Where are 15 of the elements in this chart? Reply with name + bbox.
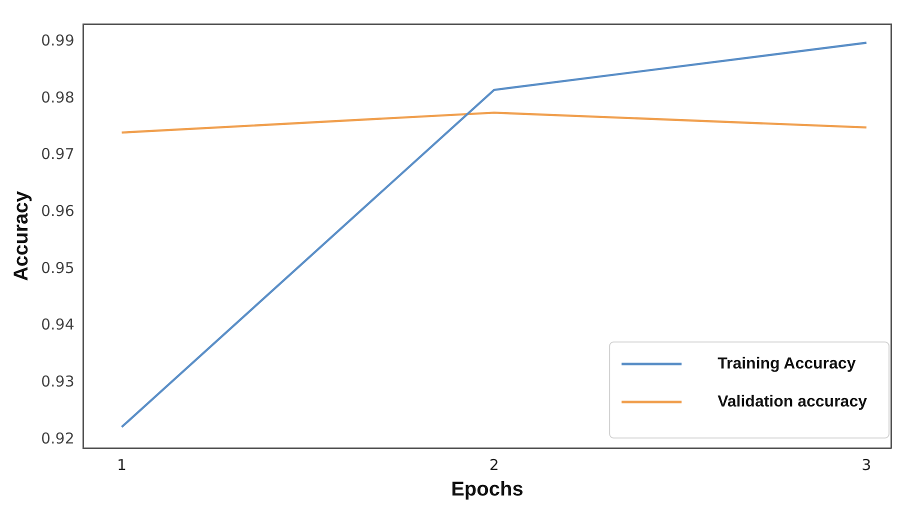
y-tick-label: 0.93 xyxy=(40,372,74,391)
y-tick-label: 0.96 xyxy=(40,202,74,220)
y-tick-label: 0.98 xyxy=(40,88,74,106)
legend-label: Training Accuracy xyxy=(718,355,856,372)
y-tick-label: 0.99 xyxy=(40,32,74,50)
x-tick-label: 3 xyxy=(862,456,872,474)
y-tick-label: 0.92 xyxy=(40,429,74,448)
y-axis-title: Accuracy xyxy=(10,190,33,282)
x-tick-label: 1 xyxy=(116,456,127,474)
y-tick-label: 0.95 xyxy=(40,258,74,277)
x-tick-label: 2 xyxy=(489,456,499,474)
x-axis-title: Epochs xyxy=(451,478,524,501)
y-tick-label: 0.97 xyxy=(40,145,74,164)
y-tick-label: 0.94 xyxy=(40,316,74,334)
legend-label: Validation accuracy xyxy=(718,393,868,410)
